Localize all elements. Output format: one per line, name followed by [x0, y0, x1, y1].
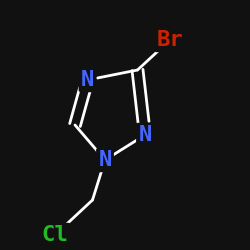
- Text: Cl: Cl: [42, 225, 68, 245]
- Text: Br: Br: [156, 30, 184, 50]
- Text: N: N: [138, 125, 152, 145]
- Text: N: N: [81, 70, 94, 90]
- Text: N: N: [98, 150, 112, 170]
